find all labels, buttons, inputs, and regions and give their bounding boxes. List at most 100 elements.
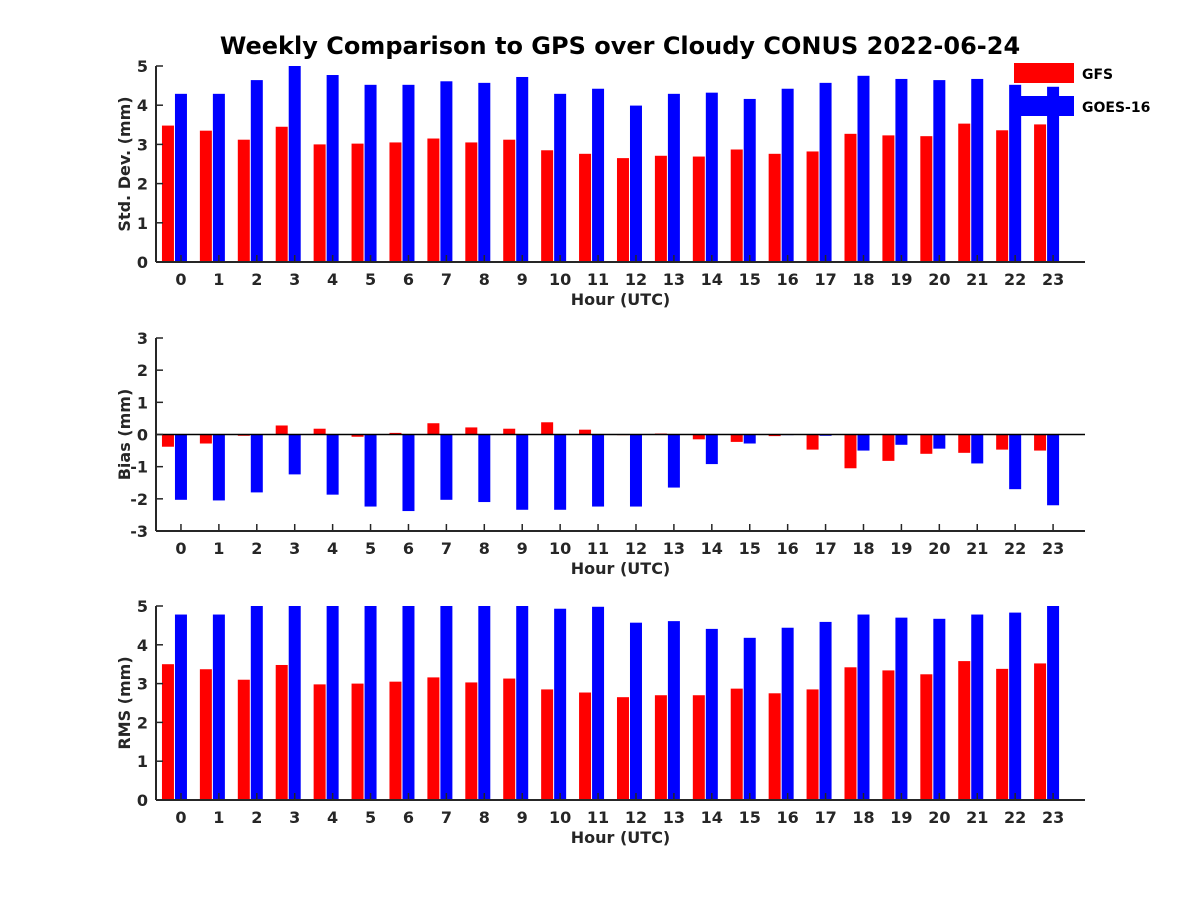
y-tick-label: -1 <box>130 458 148 477</box>
bar-goes16-10 <box>554 434 567 510</box>
bar-gfs-22 <box>996 668 1009 800</box>
bar-goes16-0 <box>174 614 187 800</box>
bar-goes16-23 <box>1047 434 1060 506</box>
bar-gfs-9 <box>503 139 516 262</box>
bar-goes16-21 <box>971 614 984 800</box>
bar-goes16-18 <box>857 75 870 262</box>
bar-gfs-4 <box>313 144 326 262</box>
x-tick-label: 20 <box>928 539 950 558</box>
bar-gfs-8 <box>465 427 478 435</box>
bar-goes16-7 <box>440 606 453 800</box>
bar-goes16-4 <box>326 606 339 800</box>
x-axis-label: Hour (UTC) <box>571 290 671 309</box>
y-tick-label: 3 <box>137 135 148 154</box>
bar-gfs-18 <box>844 667 857 800</box>
bar-gfs-16 <box>768 434 781 437</box>
bar-gfs-7 <box>427 138 440 262</box>
x-tick-label: 19 <box>890 808 912 827</box>
x-tick-label: 15 <box>739 808 761 827</box>
bar-goes16-13 <box>667 621 680 800</box>
x-tick-label: 18 <box>852 270 874 289</box>
bar-goes16-6 <box>402 606 415 800</box>
legend-swatch-gfs <box>1014 63 1074 83</box>
bar-gfs-20 <box>920 674 933 800</box>
y-tick-label: 3 <box>137 329 148 348</box>
bar-goes16-20 <box>933 80 946 262</box>
bar-goes16-18 <box>857 434 870 451</box>
y-tick-label: 2 <box>137 361 148 380</box>
legend-swatch-goes16 <box>1014 96 1074 116</box>
bar-goes16-8 <box>478 82 491 262</box>
bar-gfs-13 <box>654 695 667 800</box>
y-tick-label: 1 <box>137 752 148 771</box>
bar-gfs-19 <box>882 135 895 262</box>
bar-gfs-3 <box>275 126 288 262</box>
bar-gfs-10 <box>541 150 554 262</box>
bar-goes16-11 <box>592 606 605 800</box>
bar-gfs-14 <box>692 695 705 800</box>
x-tick-label: 6 <box>403 539 414 558</box>
x-tick-label: 18 <box>852 539 874 558</box>
bar-goes16-17 <box>819 82 832 262</box>
x-tick-label: 2 <box>251 539 262 558</box>
x-tick-label: 4 <box>327 808 338 827</box>
x-tick-label: 23 <box>1042 808 1064 827</box>
x-tick-label: 9 <box>517 539 528 558</box>
bar-gfs-22 <box>996 130 1009 262</box>
bar-goes16-18 <box>857 614 870 800</box>
bar-goes16-15 <box>743 434 756 444</box>
bar-goes16-14 <box>705 628 718 800</box>
legend-label-gfs: GFS <box>1082 67 1113 83</box>
bar-goes16-5 <box>364 434 377 507</box>
x-tick-label: 11 <box>587 539 609 558</box>
x-tick-label: 3 <box>289 808 300 827</box>
x-tick-label: 23 <box>1042 270 1064 289</box>
bar-goes16-1 <box>212 614 225 800</box>
bar-goes16-21 <box>971 434 984 464</box>
bar-gfs-23 <box>1034 124 1047 262</box>
bar-gfs-5 <box>351 143 364 262</box>
bar-gfs-18 <box>844 133 857 262</box>
y-tick-label: 5 <box>137 57 148 76</box>
bar-gfs-14 <box>692 434 705 440</box>
bar-goes16-4 <box>326 434 339 495</box>
bar-goes16-13 <box>667 434 680 488</box>
y-tick-label: 1 <box>137 214 148 233</box>
bar-gfs-0 <box>161 664 174 800</box>
bar-goes16-17 <box>819 621 832 800</box>
bar-goes16-20 <box>933 434 946 449</box>
bar-gfs-10 <box>541 689 554 800</box>
bar-gfs-8 <box>465 682 478 800</box>
bar-goes16-0 <box>174 93 187 262</box>
bar-gfs-8 <box>465 142 478 262</box>
bar-gfs-19 <box>882 670 895 800</box>
x-tick-label: 17 <box>814 808 836 827</box>
bar-gfs-7 <box>427 677 440 800</box>
bar-goes16-9 <box>516 76 529 262</box>
bar-goes16-23 <box>1047 606 1060 800</box>
bar-gfs-4 <box>313 684 326 800</box>
x-tick-label: 1 <box>213 808 224 827</box>
bar-gfs-14 <box>692 156 705 262</box>
bar-gfs-22 <box>996 434 1009 450</box>
x-tick-label: 6 <box>403 808 414 827</box>
bar-goes16-19 <box>895 617 908 800</box>
bar-gfs-12 <box>616 158 629 262</box>
bar-goes16-22 <box>1009 84 1022 262</box>
x-tick-label: 12 <box>625 808 647 827</box>
bar-gfs-23 <box>1034 663 1047 800</box>
x-tick-label: 5 <box>365 270 376 289</box>
y-tick-label: 3 <box>137 675 148 694</box>
bar-goes16-14 <box>705 434 718 465</box>
x-tick-label: 2 <box>251 808 262 827</box>
bar-gfs-0 <box>161 434 174 447</box>
bar-goes16-9 <box>516 606 529 800</box>
x-tick-label: 10 <box>549 539 571 558</box>
bar-goes16-6 <box>402 84 415 262</box>
bar-gfs-12 <box>616 697 629 800</box>
x-tick-label: 15 <box>739 270 761 289</box>
bar-gfs-11 <box>579 692 592 800</box>
x-tick-label: 15 <box>739 539 761 558</box>
bar-gfs-6 <box>389 432 402 435</box>
